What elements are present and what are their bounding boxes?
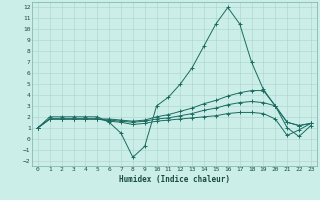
- X-axis label: Humidex (Indice chaleur): Humidex (Indice chaleur): [119, 175, 230, 184]
